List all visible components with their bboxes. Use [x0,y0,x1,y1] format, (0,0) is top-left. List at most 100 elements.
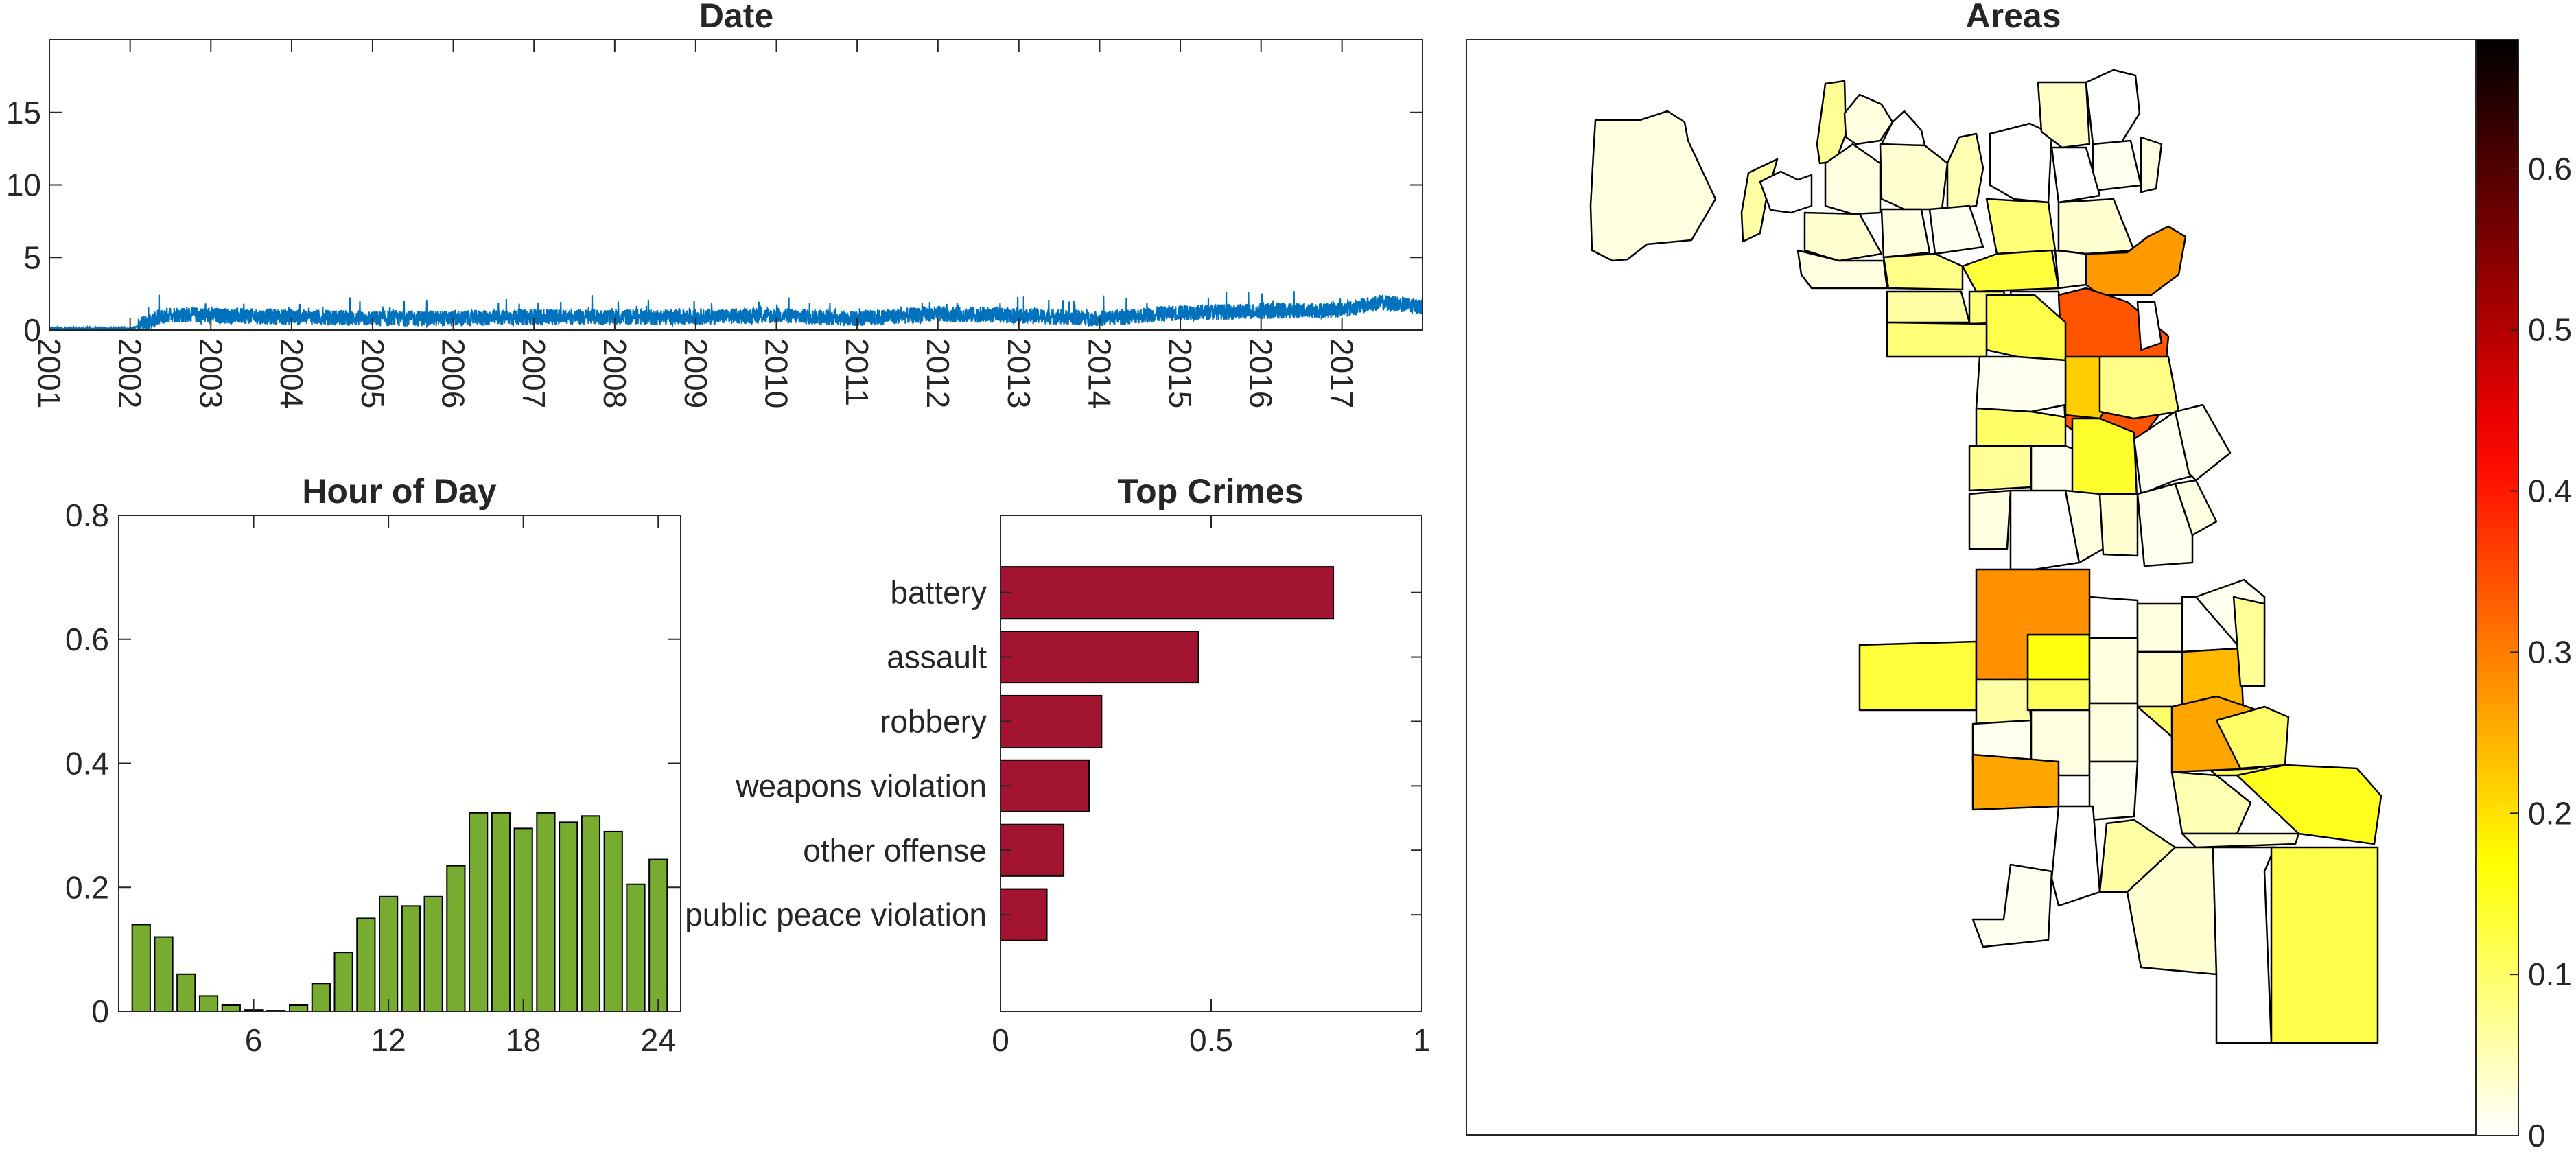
hour-bar [221,1004,241,1013]
community-area-region [1886,321,1988,358]
hour-y-axis-ticks: 0 0.2 0.4 0.6 0.8 [65,497,681,1029]
crime-x-tick-label: 0 [992,1022,1009,1058]
community-area-region [2092,139,2142,192]
hour-bar [626,883,646,1012]
hour-bars [131,812,668,1013]
community-area-region [2170,771,2252,835]
colorbar: 0 0.1 0.2 0.3 0.4 0.5 0.6 [2475,39,2572,1152]
hour-bar [469,812,489,1013]
crime-bars [1000,566,1335,941]
hour-y-tick-label: 0.4 [65,746,109,781]
community-area-region [2236,764,2382,845]
community-area-region [2088,637,2139,705]
community-area-region [1989,122,2053,204]
crime-bar [1000,694,1103,749]
community-area-region [2088,702,2139,763]
crime-category-labels: battery assault robbery weapons violation ot… [685,575,1422,932]
hour-y-tick-label: 0.8 [65,497,109,533]
hour-bar [491,812,511,1013]
hour-chart-title: Hour of Day [302,472,497,510]
date-x-tick-label: 2015 [1162,338,1198,408]
hour-bar [311,983,331,1013]
community-area-region [2057,198,2135,255]
date-line-chart: Date 0 5 10 15 2001 2002 2003 2004 2005 2006 2007… [6,0,1424,408]
community-area-region [1971,753,2060,811]
community-area-region [2026,633,2091,681]
date-y-axis-ticks: 0 5 10 15 [6,95,1422,348]
community-area-region [1882,252,1964,291]
colorbar-tick-label: 0.4 [2528,473,2572,509]
community-area-region [2232,596,2266,687]
community-area-region [1975,407,2067,451]
hour-y-tick-label: 0 [91,994,109,1029]
community-area-region [2098,493,2139,557]
date-x-tick-label: 2009 [678,338,714,408]
community-area-region [1843,93,1894,145]
community-area-region [2009,489,2081,571]
date-y-tick-label: 5 [23,239,41,275]
crime-bar [1000,566,1335,620]
community-area-region [2136,482,2194,567]
date-x-tick-label: 2016 [1243,338,1279,408]
community-area-region [1803,211,1883,262]
community-area-region [2050,146,2101,204]
date-series-line [48,291,1424,333]
colorbar-tick-label: 0.5 [2528,312,2572,348]
hour-bar [559,821,578,1012]
colorbar-tick-label: 0 [2528,1118,2546,1152]
hour-bar [356,917,376,1012]
colorbar-tick-label: 0.1 [2528,956,2572,992]
community-areas [1589,69,2382,1044]
date-y-tick-label: 0 [23,312,41,348]
date-x-tick-label: 2011 [839,338,875,406]
community-area-region [2054,249,2087,290]
hour-bar [176,973,196,1013]
date-x-tick-label: 2013 [1001,338,1037,408]
crime-category-label: other offense [803,832,987,868]
hour-bar [333,952,353,1013]
community-area-region [2050,805,2101,907]
date-x-tick-label: 2014 [1081,338,1117,408]
top-crimes-bar-chart: Top Crimes battery assault robbery weapons … [685,472,1431,1058]
date-x-tick-label: 2008 [597,338,633,408]
date-y-tick-label: 15 [6,95,41,130]
date-x-tick-label: 2006 [436,338,471,408]
crime-category-label: assault [887,639,987,675]
date-x-axis-ticks: 2001 2002 2003 2004 2005 2006 2007 2008 2009 2010… [32,40,1360,408]
community-area-region [2085,69,2141,145]
community-area-region [1961,249,2060,293]
areas-map-title: Areas [1966,0,2061,35]
community-area-region [2098,355,2180,420]
date-x-tick-label: 2007 [516,338,552,408]
colorbar-tick-label: 0.3 [2528,634,2572,670]
hour-bar [288,1004,309,1013]
community-area-region [2136,602,2183,653]
community-area-region [1928,204,1984,255]
date-x-tick-label: 2005 [355,338,390,408]
community-area-region [2270,846,2379,1044]
community-area-region [2088,596,2139,639]
community-area-region [2174,403,2232,482]
colorbar-bar [2475,39,2519,1136]
hour-x-tick-label: 12 [371,1022,406,1058]
community-area-region [2026,678,2091,712]
community-area-region [2140,136,2163,193]
crime-bar [1000,759,1090,812]
community-area-region [1796,249,1888,290]
hour-bar [446,865,466,1013]
hour-bar [401,905,421,1013]
date-y-tick-label: 10 [6,167,41,203]
community-area-region [1975,355,2067,413]
hour-of-day-bar-chart: Hour of Day 0 0.2 0.4 0.6 0.8 6 12 18 24 [65,472,681,1058]
hour-bar [154,936,174,1013]
crime-x-tick-label: 0.5 [1189,1022,1233,1058]
community-area-region [1968,489,2012,550]
community-area-region [1824,143,1882,215]
date-x-tick-label: 2002 [113,338,148,408]
hour-y-tick-label: 0.2 [65,869,109,905]
date-x-tick-label: 2012 [920,338,956,408]
date-x-tick-label: 2010 [758,338,794,408]
colorbar-tick-label: 0.2 [2528,795,2572,831]
community-area-region [2181,832,2300,849]
